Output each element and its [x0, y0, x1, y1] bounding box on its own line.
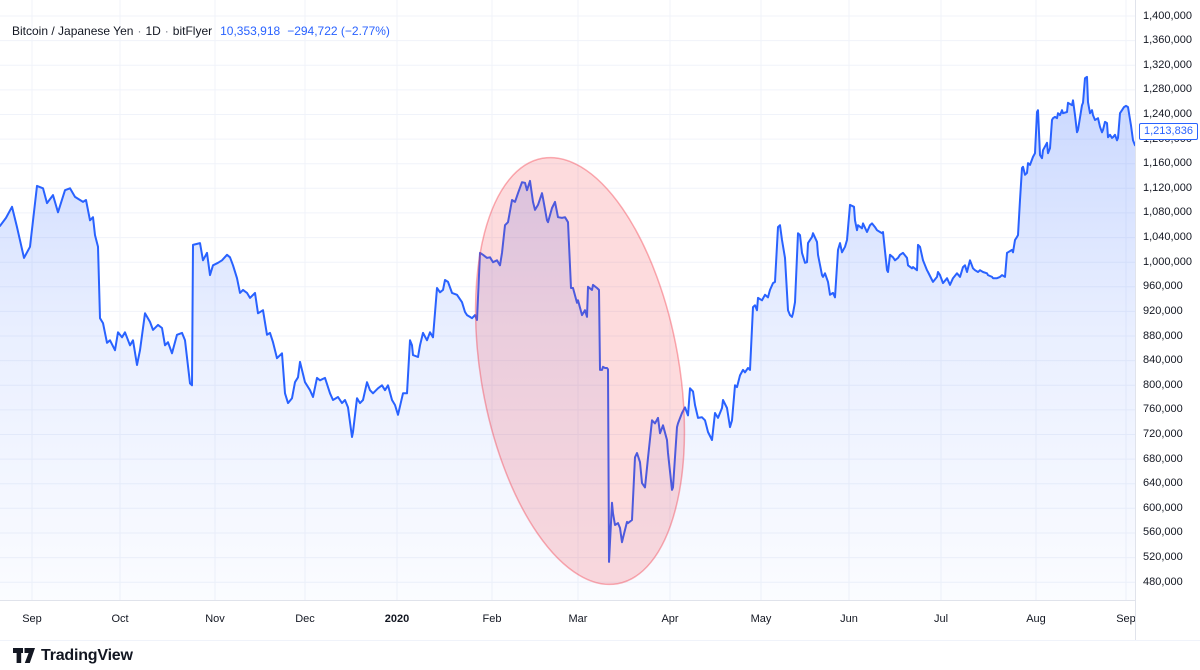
footer-bar: TradingView — [0, 640, 1200, 670]
price-area — [0, 76, 1135, 600]
last-price-label: 1,213,836 — [1139, 122, 1198, 140]
price-tick-label: 640,000 — [1143, 477, 1183, 490]
last-value: 10,353,918 — [220, 24, 281, 38]
chart-pane[interactable] — [0, 0, 1135, 600]
price-tick-label: 1,320,000 — [1143, 58, 1192, 71]
brand-text: TradingView — [41, 647, 133, 664]
price-tick-label: 520,000 — [1143, 551, 1183, 564]
time-tick-label: 2020 — [384, 613, 410, 625]
price-tick-label: 1,240,000 — [1143, 107, 1192, 120]
time-tick-label: Jul — [933, 613, 949, 625]
time-axis[interactable]: Sep Oct Nov Dec 2020 Feb Mar Apr May Jun Jul Aug Sep — [0, 600, 1200, 641]
price-tick-label: 600,000 — [1143, 501, 1183, 514]
interval-label[interactable]: 1D — [145, 24, 161, 38]
price-tick-label: 1,360,000 — [1143, 34, 1192, 47]
price-tick-label: 560,000 — [1143, 526, 1183, 539]
time-tick-label: Mar — [568, 613, 588, 625]
price-tick-label: 760,000 — [1143, 403, 1183, 416]
highlight-ellipse-annotation[interactable] — [445, 141, 715, 600]
time-tick-label: Apr — [661, 613, 679, 625]
price-tick-label: 1,160,000 — [1143, 157, 1192, 170]
price-tick-label: 680,000 — [1143, 452, 1183, 465]
symbol-legend: Bitcoin / Japanese Yen · 1D · bitFlyer 10,353… — [12, 24, 390, 38]
price-tick-label: 800,000 — [1143, 378, 1183, 391]
symbol-title[interactable]: Bitcoin / Japanese Yen — [12, 24, 134, 38]
price-tick-label: 1,280,000 — [1143, 83, 1192, 96]
price-tick-label: 960,000 — [1143, 280, 1183, 293]
price-tick-label: 880,000 — [1143, 329, 1183, 342]
time-tick-label: Dec — [295, 613, 315, 625]
price-tick-label: 1,000,000 — [1143, 255, 1192, 268]
price-tick-label: 1,040,000 — [1143, 231, 1192, 244]
price-tick-label: 920,000 — [1143, 304, 1183, 317]
price-tick-label: 1,400,000 — [1143, 9, 1192, 22]
price-axis[interactable]: 1,213,836 1,400,000 1,360,000 1,320,000 1,2… — [1135, 0, 1200, 640]
tradingview-brand[interactable]: TradingView — [13, 647, 133, 665]
time-tick-label: Sep — [22, 613, 42, 625]
price-line[interactable] — [0, 75, 1135, 563]
time-tick-label: May — [750, 613, 772, 625]
time-tick-label: Jun — [840, 613, 858, 625]
price-tick-label: 1,080,000 — [1143, 206, 1192, 219]
time-tick-label: Feb — [482, 613, 502, 625]
time-tick-label: Nov — [205, 613, 225, 625]
tradingview-logo-icon — [13, 648, 35, 663]
price-tick-label: 480,000 — [1143, 575, 1183, 588]
exchange-label: bitFlyer — [172, 24, 213, 38]
time-tick-label: Sep — [1116, 613, 1136, 625]
change-value: −294,722 (−2.77%) — [287, 24, 390, 38]
price-tick-label: 840,000 — [1143, 354, 1183, 367]
time-tick-label: Oct — [111, 613, 129, 625]
price-tick-label: 720,000 — [1143, 427, 1183, 440]
price-tick-label: 1,120,000 — [1143, 181, 1192, 194]
time-tick-label: Aug — [1026, 613, 1046, 625]
legend-separator: · — [137, 24, 142, 38]
legend-separator-2: · — [164, 24, 169, 38]
